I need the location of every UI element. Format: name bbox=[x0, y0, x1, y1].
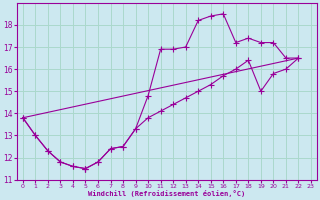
X-axis label: Windchill (Refroidissement éolien,°C): Windchill (Refroidissement éolien,°C) bbox=[88, 190, 245, 197]
